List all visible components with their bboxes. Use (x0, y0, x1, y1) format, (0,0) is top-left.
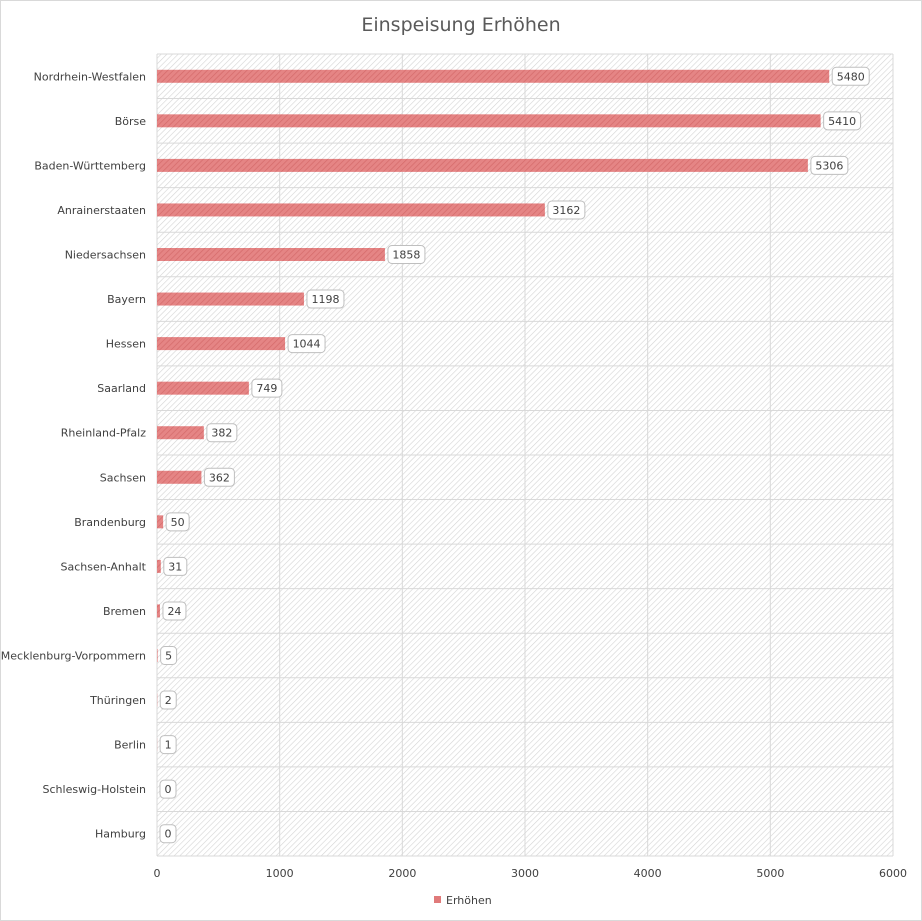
data-label: 50 (171, 516, 185, 529)
data-label: 5410 (828, 115, 856, 128)
data-label-box (163, 556, 188, 576)
data-label: 0 (165, 783, 172, 796)
data-label-box (159, 779, 177, 799)
category-label: Bayern (107, 293, 146, 306)
legend-swatch (434, 896, 441, 903)
data-label-box (831, 66, 870, 86)
category-label: Baden-Württemberg (34, 159, 146, 172)
bar (157, 559, 161, 573)
data-label-box (810, 155, 849, 175)
bar (157, 515, 164, 529)
data-label: 1198 (311, 293, 339, 306)
category-axis-labels: Nordrhein-Westfalen Börse Baden-Württember… (1, 70, 147, 840)
bar (157, 381, 249, 395)
data-label-box (287, 334, 326, 354)
x-tick-label: 4000 (634, 867, 662, 880)
data-label-box (159, 824, 177, 844)
data-label-box (165, 512, 190, 532)
category-label: Hessen (106, 338, 146, 351)
data-label: 31 (168, 560, 182, 573)
x-tick-label: 0 (154, 867, 161, 880)
category-label: Anrainerstaaten (57, 204, 146, 217)
data-labels: 5480541053063162185811981044749382362503… (159, 66, 870, 844)
data-label: 382 (211, 427, 232, 440)
data-label-box (159, 735, 177, 755)
data-label-box (547, 200, 586, 220)
category-label: Bremen (103, 605, 146, 618)
data-label: 2 (165, 694, 172, 707)
data-label: 5306 (815, 159, 843, 172)
bar (157, 69, 830, 83)
data-label: 3162 (552, 204, 580, 217)
x-tick-label: 3000 (511, 867, 539, 880)
data-label: 5 (165, 650, 172, 663)
category-label: Börse (115, 115, 147, 128)
category-label: Rheinland-Pfalz (61, 427, 146, 440)
bar (157, 604, 160, 618)
data-label: 749 (256, 382, 277, 395)
data-label: 5480 (837, 70, 865, 83)
category-label: Berlin (114, 739, 146, 752)
category-label: Schleswig-Holstein (43, 783, 146, 796)
bar (157, 337, 286, 351)
data-label: 0 (165, 828, 172, 841)
legend: Erhöhen (434, 894, 492, 907)
data-label: 362 (209, 471, 230, 484)
x-tick-label: 2000 (388, 867, 416, 880)
data-label-box (159, 690, 177, 710)
category-label: Nordrhein-Westfalen (34, 70, 146, 83)
data-label: 24 (167, 605, 181, 618)
bars (157, 69, 830, 752)
x-tick-label: 5000 (756, 867, 784, 880)
data-label-box (823, 111, 862, 131)
category-label: Niedersachsen (65, 249, 146, 262)
bar (157, 470, 202, 484)
gridlines (156, 53, 894, 857)
category-label: Sachsen-Anhalt (60, 560, 146, 573)
bar (157, 114, 821, 128)
bar (157, 292, 304, 306)
data-label: 1044 (293, 338, 321, 351)
x-tick-label: 6000 (879, 867, 907, 880)
data-label-box (206, 423, 238, 443)
chart-title: Einspeisung Erhöhen (361, 14, 560, 36)
data-label: 1858 (392, 249, 420, 262)
bar (157, 649, 158, 662)
value-axis-labels: 0 1000 2000 3000 4000 5000 6000 (154, 867, 908, 880)
x-tick-label: 1000 (266, 867, 294, 880)
bar (157, 426, 204, 440)
bar (157, 158, 808, 172)
category-label: Sachsen (100, 471, 146, 484)
bar (157, 203, 545, 217)
data-label-box (251, 378, 283, 398)
data-label: 1 (165, 739, 172, 752)
data-label-box (306, 289, 345, 309)
data-label-box (160, 646, 178, 665)
legend-label: Erhöhen (446, 894, 492, 907)
category-label: Thüringen (89, 694, 146, 707)
category-label: Hamburg (95, 828, 146, 841)
data-label-box (203, 467, 235, 487)
bar (157, 248, 385, 261)
category-label: Brandenburg (74, 516, 146, 529)
category-label: Mecklenburg-Vorpommern (1, 650, 146, 663)
category-label: Saarland (97, 382, 146, 395)
data-label-box (162, 601, 187, 621)
data-label-box (387, 245, 426, 264)
